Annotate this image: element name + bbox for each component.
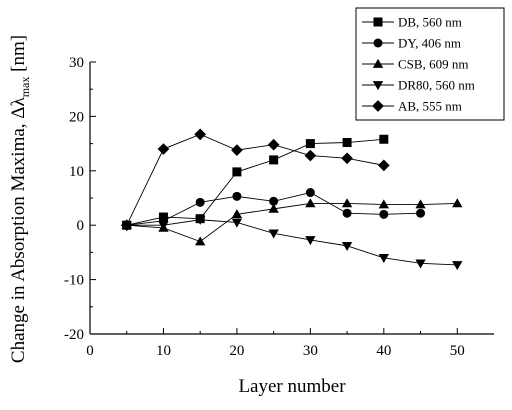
legend-label: DR80, 560 nm	[398, 78, 475, 93]
data-point	[452, 198, 463, 208]
data-point	[268, 229, 279, 239]
data-point	[158, 221, 169, 231]
legend-label: CSB, 609 nm	[398, 57, 468, 72]
data-point	[342, 138, 352, 148]
x-tick-label: 50	[450, 343, 465, 359]
legend-entry: DY, 406 nm	[362, 36, 461, 51]
series-layer	[120, 128, 463, 271]
data-point	[379, 209, 389, 219]
series-2	[121, 198, 463, 246]
data-point	[231, 144, 243, 156]
y-tick-label: 20	[69, 109, 84, 125]
data-point	[341, 198, 353, 208]
data-point	[304, 149, 317, 162]
data-point	[195, 215, 206, 225]
x-tick-label: 30	[303, 343, 318, 359]
y-axis-label: Change in Absorption Maxima, Δλmax [nm]	[8, 35, 32, 363]
legend-label: DB, 560 nm	[398, 15, 462, 30]
legend-entry: DB, 560 nm	[362, 15, 462, 30]
legend-label: DY, 406 nm	[398, 36, 461, 51]
x-tick-label: 20	[229, 343, 244, 359]
y-tick-label: -10	[64, 273, 84, 289]
x-tick-label: 0	[86, 343, 94, 359]
data-point	[268, 203, 279, 213]
y-axis-label-unit: [nm]	[8, 35, 29, 77]
data-point	[341, 242, 353, 252]
data-point	[157, 143, 170, 155]
data-point	[305, 139, 315, 149]
data-point	[342, 208, 352, 218]
data-point	[267, 138, 280, 151]
y-tick-label: 10	[69, 164, 84, 180]
data-point	[231, 218, 243, 228]
data-point	[379, 134, 389, 144]
legend-entry: CSB, 609 nm	[362, 57, 468, 72]
series-4	[120, 128, 390, 232]
data-point	[415, 199, 426, 209]
data-point	[452, 261, 463, 271]
x-tick-label: 10	[156, 343, 171, 359]
legend: DB, 560 nm DY, 406 nm CSB, 609 nm DR80, 560…	[355, 7, 505, 121]
data-point	[195, 197, 205, 207]
data-point	[194, 128, 207, 141]
legend-marker	[373, 38, 383, 48]
y-tick-label: -20	[64, 327, 84, 343]
series-line	[126, 219, 458, 266]
legend-entry: AB, 555 nm	[362, 99, 462, 114]
axes: 0 10 20 30 40 50 -20 -10 0 10 20 30	[64, 55, 494, 359]
y-tick-label: 0	[77, 218, 85, 234]
data-point	[269, 196, 279, 206]
x-axis-label: Layer number	[238, 376, 346, 397]
legend-marker	[372, 100, 384, 112]
data-point	[269, 155, 279, 165]
data-point	[377, 159, 390, 172]
data-point	[341, 152, 353, 165]
y-tick-label: 30	[69, 55, 84, 71]
data-point	[305, 236, 316, 246]
data-point	[305, 198, 316, 208]
data-point	[195, 236, 206, 246]
data-point	[415, 259, 426, 269]
data-point	[378, 199, 389, 209]
series-line	[126, 202, 458, 243]
legend-marker	[372, 81, 384, 91]
y-axis-label-subscript: max	[18, 77, 32, 98]
legend-entry: DR80, 560 nm	[362, 78, 475, 93]
series-3	[121, 215, 463, 271]
x-tick-label: 40	[376, 343, 391, 359]
legend-marker	[372, 58, 384, 68]
data-point	[305, 188, 315, 198]
data-point	[232, 191, 242, 201]
data-point	[120, 219, 133, 232]
legend-label: AB, 555 nm	[398, 99, 462, 114]
data-point	[231, 209, 243, 219]
data-point	[378, 254, 389, 264]
data-point	[232, 167, 242, 177]
y-axis-label-main: Change in Absorption Maxima, Δλ	[8, 97, 29, 364]
series-line	[126, 133, 384, 226]
legend-marker	[373, 17, 383, 27]
data-point	[416, 208, 426, 218]
